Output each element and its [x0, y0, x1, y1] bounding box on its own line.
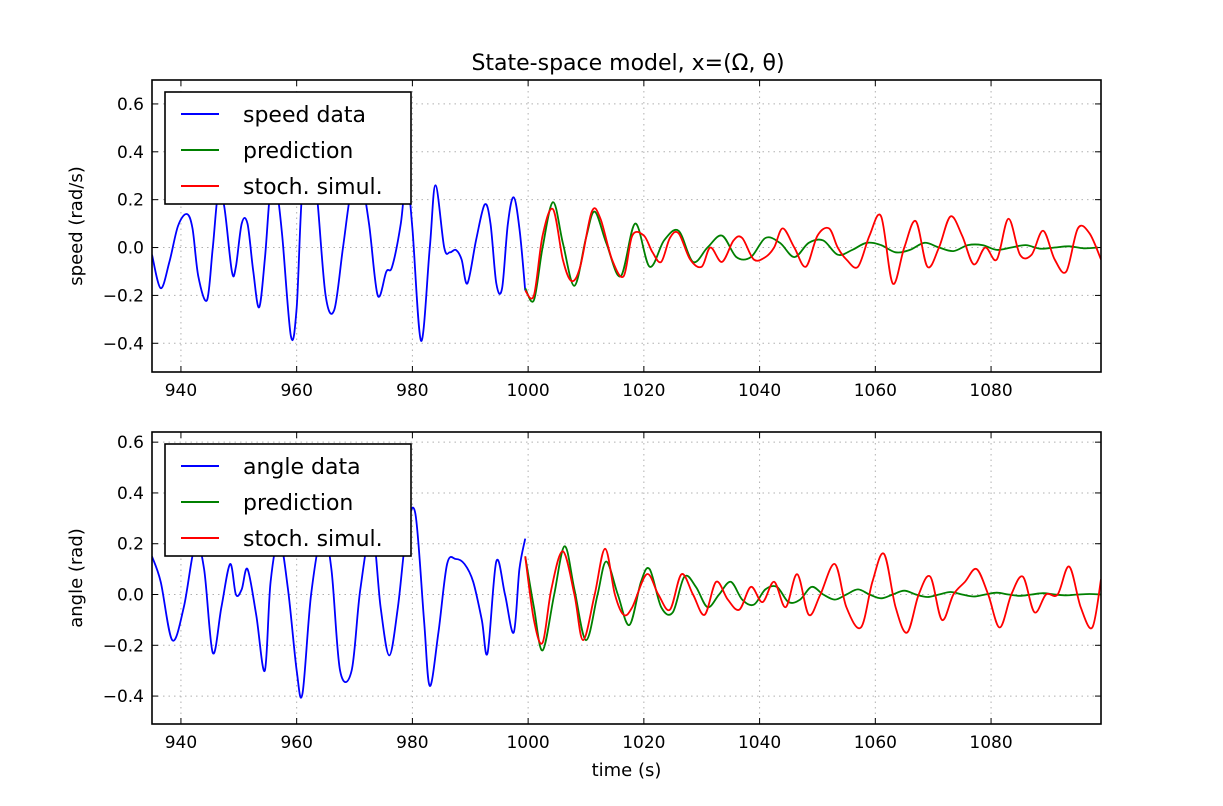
series-group	[152, 506, 1101, 699]
legend-label: stoch. simul.	[243, 527, 383, 552]
x-tick-label: 980	[396, 381, 428, 401]
y-tick-label: 0.2	[117, 191, 144, 211]
y-tick-label: 0.0	[117, 239, 144, 259]
axes-frame	[151, 79, 1102, 373]
y-tick-label: 0.0	[117, 586, 144, 606]
x-tick-label: 1000	[506, 733, 549, 753]
y-tick-label: 0.4	[117, 484, 144, 504]
figure-title: State-space model, x=(Ω, θ)	[471, 51, 784, 76]
y-tick-label: 0.6	[117, 433, 144, 453]
x-tick-label: 1060	[854, 381, 897, 401]
legend: angle data prediction stoch. simul.	[164, 443, 412, 557]
series-line-angle-data	[152, 506, 527, 699]
y-axis-label: angle (rad)	[66, 528, 87, 628]
series-line-stoch-simul	[524, 207, 1101, 300]
x-tick-label: 960	[280, 733, 312, 753]
speed-panel: 940 960 980 1000 1020 1040 1060 1080 −0.4 −0.2 0.0…	[66, 79, 1102, 401]
angle-panel: 940 960 980 1000 1020 1040 1060 1080 −0.4 −0.2 0.0…	[66, 431, 1102, 781]
axes-frame	[151, 431, 1102, 725]
y-tick-label: 0.2	[117, 535, 144, 555]
x-tick-label: 1080	[969, 381, 1012, 401]
y-tick-label: 0.6	[117, 95, 144, 115]
legend-label: stoch. simul.	[243, 175, 383, 200]
x-tick-label: 940	[165, 733, 197, 753]
x-tick-label: 1080	[969, 733, 1012, 753]
x-tick-label: 980	[396, 733, 428, 753]
series-line-stoch-simul	[524, 547, 1101, 645]
legend: speed data prediction stoch. simul.	[164, 91, 412, 205]
x-tick-label: 940	[165, 381, 197, 401]
x-tick-label: 1060	[854, 733, 897, 753]
legend-label: speed data	[243, 103, 366, 128]
x-tick-label: 1040	[738, 381, 781, 401]
x-tick-label: 1000	[506, 381, 549, 401]
x-tick-label: 960	[280, 381, 312, 401]
x-axis-label: time (s)	[592, 760, 662, 781]
x-tick-label: 1040	[738, 733, 781, 753]
x-tick-label: 1020	[622, 381, 665, 401]
y-tick-label: −0.2	[103, 636, 144, 656]
y-axis-label: speed (rad/s)	[66, 166, 87, 285]
legend-label: prediction	[243, 139, 353, 164]
legend-label: angle data	[243, 455, 361, 480]
y-tick-label: −0.2	[103, 286, 144, 306]
series-line-prediction	[524, 201, 1099, 303]
y-tick-label: 0.4	[117, 143, 144, 163]
legend-label: prediction	[243, 491, 353, 516]
y-tick-label: −0.4	[103, 334, 144, 354]
x-tick-label: 1020	[622, 733, 665, 753]
y-tick-label: −0.4	[103, 687, 144, 707]
